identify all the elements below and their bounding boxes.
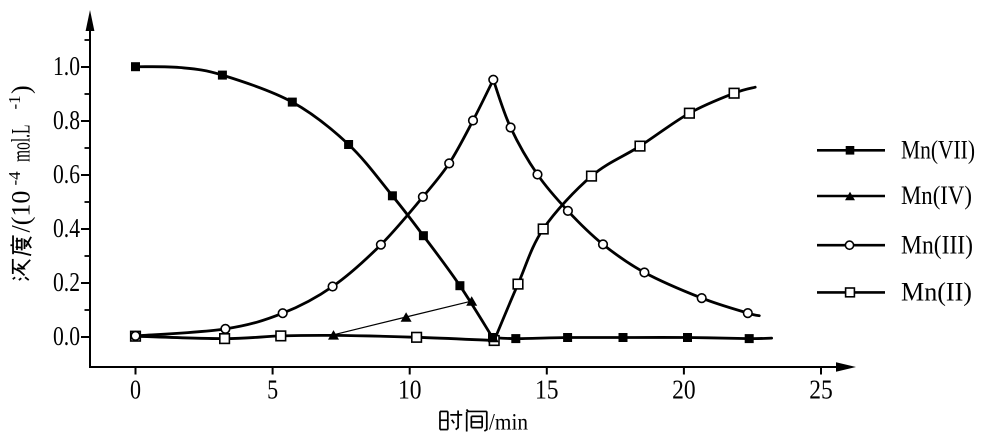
svg-text:0.2: 0.2 [53, 267, 80, 297]
svg-text:-4: -4 [5, 171, 24, 186]
svg-text:): ) [7, 85, 36, 94]
svg-text:/min: /min [489, 410, 528, 435]
svg-text:5: 5 [267, 375, 278, 405]
svg-text:10: 10 [398, 375, 422, 405]
svg-text:0.6: 0.6 [53, 159, 80, 189]
svg-text:Mn(IV): Mn(IV) [901, 181, 972, 210]
svg-text:15: 15 [535, 375, 559, 405]
svg-text:Mn(II): Mn(II) [901, 278, 972, 307]
svg-text:1.0: 1.0 [53, 51, 80, 81]
svg-text:/(10: /(10 [7, 191, 36, 233]
svg-text:0.8: 0.8 [53, 105, 80, 135]
svg-text:Mn(VII): Mn(VII) [901, 136, 975, 165]
svg-text:mol.L: mol.L [7, 125, 36, 163]
svg-text:0.0: 0.0 [53, 321, 80, 351]
svg-text:-1: -1 [5, 95, 24, 109]
svg-text:20: 20 [672, 375, 696, 405]
svg-text:0: 0 [130, 375, 141, 405]
svg-text:Mn(III): Mn(III) [901, 230, 973, 259]
svg-text:25: 25 [809, 375, 833, 405]
svg-text:0.4: 0.4 [53, 213, 80, 243]
